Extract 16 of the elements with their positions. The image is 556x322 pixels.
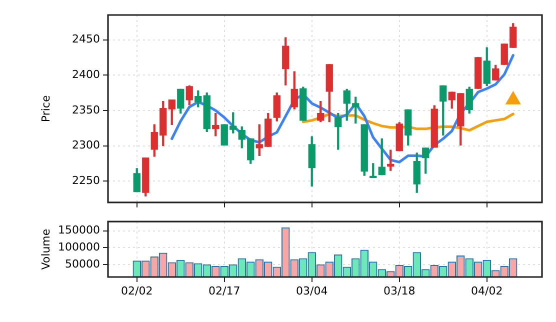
y-tick-label: 2450 bbox=[72, 32, 100, 46]
y-axis-title: Price bbox=[39, 95, 52, 122]
y-tick-label: 150000 bbox=[58, 224, 100, 237]
x-tick-label: 03/04 bbox=[296, 284, 328, 298]
y-tick-label: 2350 bbox=[72, 103, 100, 116]
y-tick-label: 100000 bbox=[58, 240, 100, 254]
y-tick-label: 2250 bbox=[72, 174, 100, 188]
y-axis-title: Volume bbox=[39, 228, 52, 270]
y-tick-label: 50000 bbox=[65, 258, 100, 271]
candlestick bbox=[474, 57, 482, 89]
y-tick-label: 2400 bbox=[72, 68, 100, 81]
x-tick-label: 03/18 bbox=[384, 284, 416, 298]
x-tick-label: 02/02 bbox=[121, 284, 153, 298]
x-tick-label: 04/02 bbox=[471, 284, 503, 298]
x-tick-label: 02/17 bbox=[208, 284, 240, 298]
y-tick-label: 2300 bbox=[72, 138, 100, 152]
